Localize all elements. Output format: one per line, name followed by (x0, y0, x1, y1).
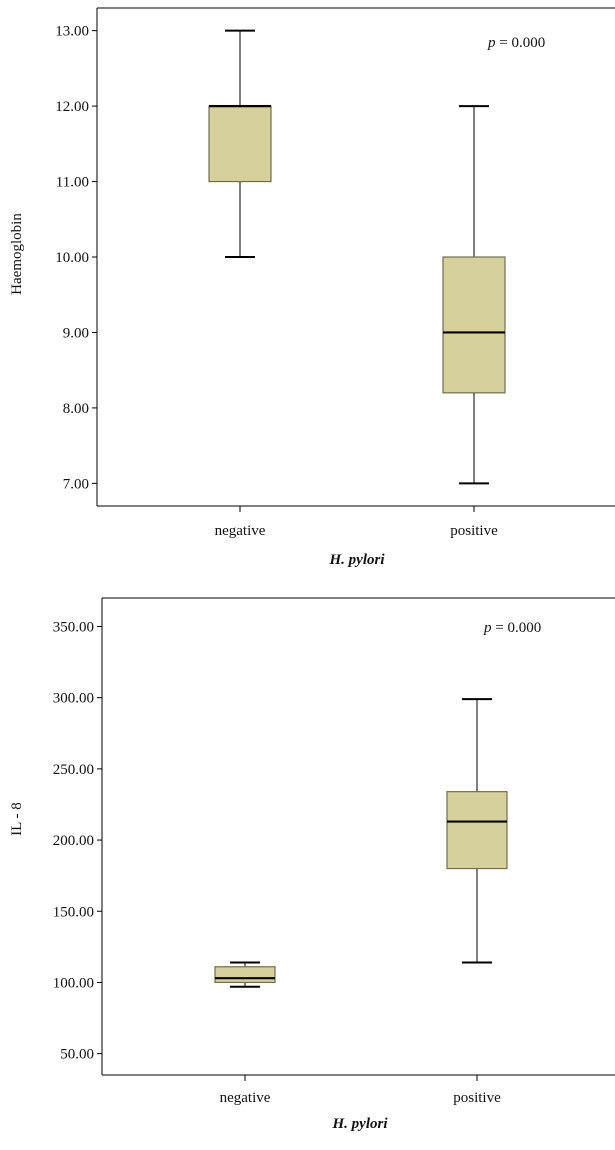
p-value-annotation: p = 0.000 (487, 35, 545, 51)
iqr-box (446, 791, 508, 870)
y-axis-title: Haemoglobin (9, 213, 25, 295)
y-ticks: 7.00 8.00 9.00 10.00 11.00 12.00 13.00 (55, 24, 97, 492)
plot-area (101, 597, 615, 1076)
box-positive (446, 698, 508, 964)
y-tick-label: 10.00 (55, 250, 89, 266)
y-tick-label: 100.00 (53, 975, 94, 991)
p-symbol: p (487, 35, 496, 51)
y-tick-label: 150.00 (53, 904, 94, 920)
iqr-box (214, 966, 276, 984)
haemoglobin-boxplot: Haemoglobin 7.00 8.00 9.00 10.00 11.00 12.00 1… (9, 7, 615, 568)
box-positive (442, 105, 506, 485)
box-negative (208, 29, 272, 258)
box-negative (214, 961, 276, 988)
plot-area (96, 7, 615, 507)
y-axis-label: Haemoglobin (9, 213, 25, 295)
x-axis-label: H. pylori (329, 552, 386, 568)
y-tick-label: 8.00 (63, 401, 89, 417)
y-tick-label: 50.00 (60, 1047, 94, 1063)
iqr-box (442, 256, 506, 394)
x-category-label: positive (450, 523, 498, 539)
x-categories: negative positive (215, 506, 498, 539)
p-value-text: = 0.000 (496, 35, 546, 51)
x-category-label: negative (220, 1090, 271, 1106)
x-categories: negative positive (220, 1075, 501, 1106)
y-tick-label: 300.00 (53, 691, 94, 707)
x-category-label: negative (215, 523, 266, 539)
p-value-annotation: p = 0.000 (483, 620, 541, 636)
il8-boxplot: IL - 8 50.00 100.00 150.00 200.00 250.00 300.… (9, 597, 615, 1132)
y-tick-label: 11.00 (56, 175, 89, 191)
y-tick-label: 250.00 (53, 762, 94, 778)
iqr-box (208, 105, 272, 183)
y-tick-label: 12.00 (55, 99, 89, 115)
y-tick-label: 13.00 (55, 24, 89, 40)
y-axis-title: IL - 8 (9, 802, 25, 836)
p-value-text: = 0.000 (492, 620, 542, 636)
x-axis-label: H. pylori (332, 1116, 389, 1132)
y-tick-label: 7.00 (63, 476, 89, 492)
p-symbol: p (483, 620, 492, 636)
y-axis-label: IL - 8 (9, 802, 25, 836)
y-tick-label: 350.00 (53, 619, 94, 635)
y-ticks: 50.00 100.00 150.00 200.00 250.00 300.00 350.0… (53, 619, 102, 1063)
y-tick-label: 9.00 (63, 325, 89, 341)
x-category-label: positive (453, 1090, 501, 1106)
y-tick-label: 200.00 (53, 833, 94, 849)
